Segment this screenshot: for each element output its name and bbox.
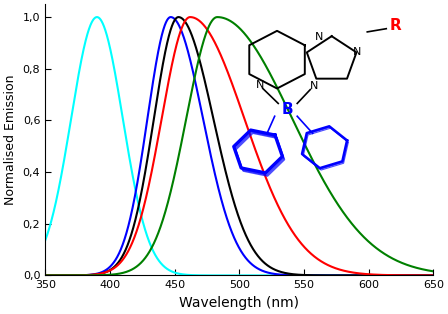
Text: N: N	[310, 81, 318, 91]
Text: N: N	[314, 32, 323, 42]
Text: N: N	[353, 47, 361, 57]
Y-axis label: Normalised Emission: Normalised Emission	[4, 74, 17, 205]
Text: N: N	[256, 80, 265, 90]
X-axis label: Wavelength (nm): Wavelength (nm)	[179, 296, 299, 310]
Text: R: R	[390, 18, 402, 33]
Text: B: B	[282, 102, 293, 117]
